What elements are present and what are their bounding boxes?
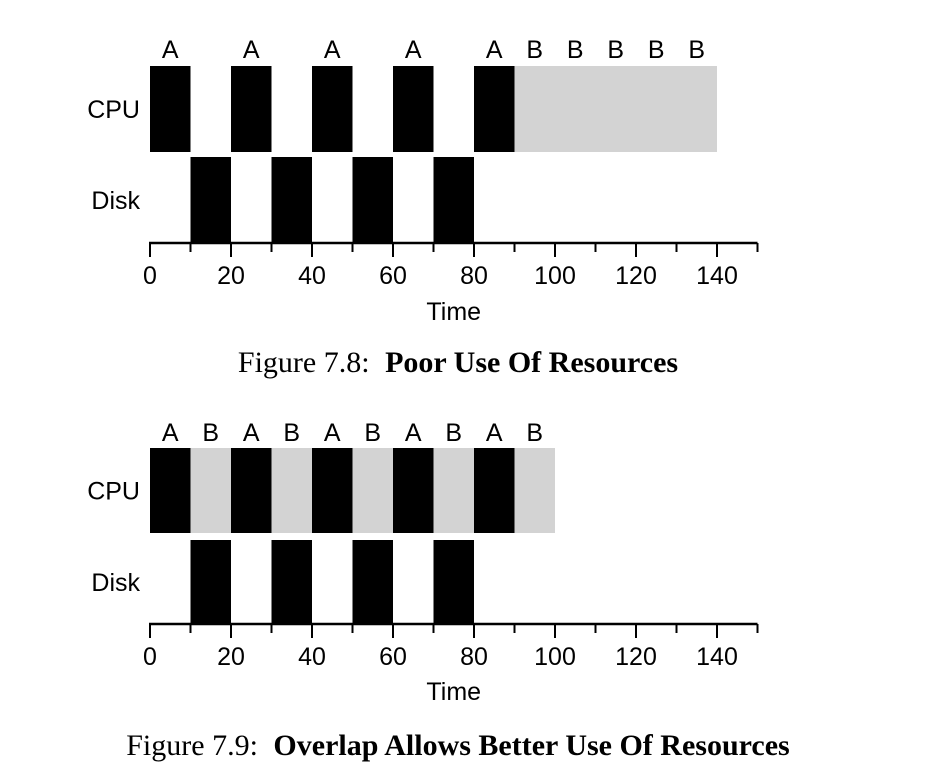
fig0-job-label-4: A xyxy=(486,36,503,64)
fig1-segment-cpu-b-7 xyxy=(433,448,474,533)
fig1-x-tick-label-0: 0 xyxy=(143,643,157,671)
figure-7-9-caption-prefix: Figure 7.9: xyxy=(126,729,258,762)
fig0-job-label-6: B xyxy=(567,36,584,64)
fig1-segment-disk-a-13 xyxy=(433,540,474,624)
fig1-job-label-3: B xyxy=(283,419,300,447)
fig0-job-label-7: B xyxy=(607,36,624,64)
fig1-job-label-0: A xyxy=(162,419,179,447)
fig0-job-label-0: A xyxy=(162,36,179,64)
fig0-x-tick-label-120: 120 xyxy=(615,262,657,290)
figure-7-8-caption: Figure 7.8: Poor Use Of Resources xyxy=(238,346,678,379)
fig1-segment-cpu-b-3 xyxy=(271,448,312,533)
fig0-segment-cpu-a-3 xyxy=(393,66,434,152)
figure-7-9-caption: Figure 7.9: Overlap Allows Better Use Of… xyxy=(126,729,789,762)
fig1-job-label-2: A xyxy=(243,419,260,447)
fig1-job-label-5: B xyxy=(364,419,381,447)
fig0-segment-disk-a-7 xyxy=(271,157,312,243)
fig0-job-label-8: B xyxy=(648,36,665,64)
fig0-x-tick-label-100: 100 xyxy=(534,262,576,290)
fig1-job-label-6: A xyxy=(405,419,422,447)
fig0-x-tick-label-140: 140 xyxy=(696,262,738,290)
fig1-segment-cpu-a-4 xyxy=(312,448,353,533)
fig1-x-tick-label-100: 100 xyxy=(534,643,576,671)
fig1-x-tick-label-80: 80 xyxy=(460,643,488,671)
fig0-row-label-disk: Disk xyxy=(91,187,140,215)
fig1-segment-cpu-b-9 xyxy=(514,448,555,533)
fig0-segment-disk-a-6 xyxy=(190,157,231,243)
fig0-x-axis-title: Time xyxy=(426,298,481,326)
fig0-x-tick-label-20: 20 xyxy=(217,262,245,290)
fig1-segment-cpu-b-5 xyxy=(352,448,393,533)
fig0-job-label-1: A xyxy=(243,36,260,64)
fig0-segment-cpu-a-0 xyxy=(150,66,191,152)
fig1-segment-disk-a-12 xyxy=(352,540,393,624)
fig1-job-label-8: A xyxy=(486,419,503,447)
fig1-job-label-1: B xyxy=(202,419,219,447)
fig0-segment-cpu-b-5 xyxy=(514,66,717,152)
fig0-job-label-2: A xyxy=(324,36,341,64)
fig1-job-label-7: B xyxy=(445,419,462,447)
fig1-row-label-disk: Disk xyxy=(91,569,140,597)
fig0-job-label-3: A xyxy=(405,36,422,64)
fig0-segment-cpu-a-4 xyxy=(474,66,515,152)
fig1-segment-cpu-b-1 xyxy=(190,448,231,533)
figure-7-9-caption-title: Overlap Allows Better Use Of Resources xyxy=(273,729,789,762)
fig1-segment-disk-a-11 xyxy=(271,540,312,624)
fig1-segment-cpu-a-6 xyxy=(393,448,434,533)
fig0-x-tick-label-40: 40 xyxy=(298,262,326,290)
fig1-job-label-4: A xyxy=(324,419,341,447)
fig0-job-label-9: B xyxy=(688,36,705,64)
fig1-job-label-9: B xyxy=(526,419,543,447)
fig1-x-tick-label-140: 140 xyxy=(696,643,738,671)
fig1-segment-cpu-a-0 xyxy=(150,448,191,533)
fig0-segment-cpu-a-1 xyxy=(231,66,272,152)
fig1-x-tick-label-40: 40 xyxy=(298,643,326,671)
fig1-segment-cpu-a-8 xyxy=(474,448,515,533)
fig1-x-tick-label-20: 20 xyxy=(217,643,245,671)
fig0-segment-disk-a-9 xyxy=(433,157,474,243)
fig0-segment-cpu-a-2 xyxy=(312,66,353,152)
fig0-x-tick-label-60: 60 xyxy=(379,262,407,290)
fig0-x-tick-label-0: 0 xyxy=(143,262,157,290)
fig0-job-label-5: B xyxy=(526,36,543,64)
fig1-x-tick-label-60: 60 xyxy=(379,643,407,671)
fig1-row-label-cpu: CPU xyxy=(87,478,140,506)
fig1-segment-cpu-a-2 xyxy=(231,448,272,533)
figure-7-8-caption-title: Poor Use Of Resources xyxy=(385,346,678,379)
figure-7-8-caption-prefix: Figure 7.8: xyxy=(238,346,370,379)
fig0-row-label-cpu: CPU xyxy=(87,96,140,124)
fig1-x-tick-label-120: 120 xyxy=(615,643,657,671)
fig0-x-tick-label-80: 80 xyxy=(460,262,488,290)
fig0-segment-disk-a-8 xyxy=(352,157,393,243)
fig1-segment-disk-a-10 xyxy=(190,540,231,624)
fig1-x-axis-title: Time xyxy=(426,678,481,706)
